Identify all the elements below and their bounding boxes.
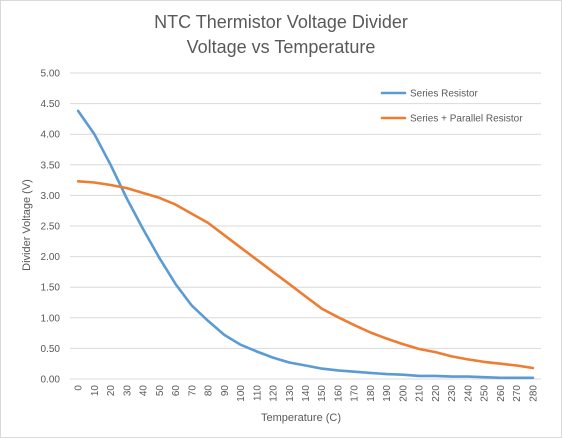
x-tick-label: 140 <box>301 385 312 402</box>
y-tick-label: 3.00 <box>41 191 61 202</box>
legend-label-1: Series Resistor <box>410 89 478 100</box>
series-lines <box>76 109 535 380</box>
x-tick-label: 250 <box>480 385 491 402</box>
y-axis-title: Divider Voltage (V) <box>21 179 33 271</box>
y-tick-label: 1.00 <box>41 313 61 324</box>
y-tick-label: 4.00 <box>41 130 61 141</box>
y-tick-label: 1.50 <box>41 283 61 294</box>
y-tick-label: 5.00 <box>41 69 61 80</box>
x-tick-label: 260 <box>496 385 507 402</box>
x-tick-label: 220 <box>431 385 442 402</box>
x-tick-label: 240 <box>463 385 474 402</box>
x-tick-label: 210 <box>415 385 426 402</box>
series-line-2 <box>76 180 535 370</box>
x-axis-title: Temperature (C) <box>261 412 341 424</box>
y-tick-label: 2.50 <box>41 222 61 233</box>
x-tick-label: 10 <box>90 385 101 397</box>
x-tick-label: 130 <box>285 385 296 402</box>
x-axis-tick-labels: 0 10 20 30 40 50 60 70 80 90 100 110 120 130 140 150 160… <box>74 385 540 402</box>
chart-title-line-2: Voltage vs Temperature <box>187 37 376 57</box>
x-tick-label: 60 <box>171 385 182 397</box>
x-tick-label: 90 <box>220 385 231 397</box>
x-tick-label: 180 <box>366 385 377 402</box>
x-tick-label: 280 <box>528 385 539 402</box>
x-tick-label: 20 <box>106 385 117 397</box>
y-tick-label: 0.50 <box>41 344 61 355</box>
x-tick-label: 30 <box>122 385 133 397</box>
x-tick-label: 50 <box>155 385 166 397</box>
x-tick-label: 150 <box>317 385 328 402</box>
x-tick-label: 160 <box>333 385 344 402</box>
x-tick-label: 70 <box>187 385 198 397</box>
x-tick-label: 200 <box>398 385 409 402</box>
y-tick-label: 0.00 <box>41 375 61 386</box>
x-tick-label: 170 <box>350 385 361 402</box>
x-tick-label: 80 <box>204 385 215 397</box>
x-tick-label: 120 <box>269 385 280 402</box>
x-tick-label: 100 <box>236 385 247 402</box>
x-tick-label: 190 <box>382 385 393 402</box>
y-axis-tick-labels: 0.00 0.50 1.00 1.50 2.00 2.50 3.00 3.50 4.00 4.50… <box>41 69 61 386</box>
chart-title-line-1: NTC Thermistor Voltage Divider <box>154 12 408 32</box>
x-tick-label: 270 <box>512 385 523 402</box>
y-tick-label: 4.50 <box>41 99 61 110</box>
legend-label-2: Series + Parallel Resistor <box>410 114 523 125</box>
x-tick-label: 110 <box>252 385 263 401</box>
legend: Series Resistor Series + Parallel Resisto… <box>380 89 523 125</box>
y-tick-label: 3.50 <box>41 160 61 171</box>
x-tick-label: 0 <box>74 385 85 391</box>
y-tick-label: 2.00 <box>41 252 61 263</box>
series-line-1 <box>76 109 535 380</box>
x-tick-label: 40 <box>139 385 150 397</box>
x-tick-label: 230 <box>447 385 458 402</box>
